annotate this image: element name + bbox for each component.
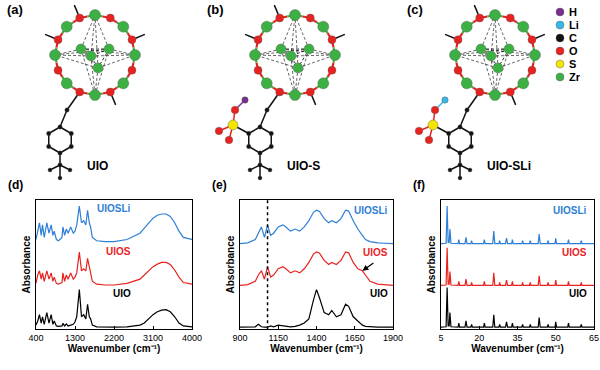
svg-text:UIOS: UIOS (562, 247, 587, 258)
svg-text:1650: 1650 (345, 333, 365, 343)
svg-text:Wavenumber (cm⁻¹): Wavenumber (cm⁻¹) (68, 343, 161, 354)
svg-text:Absorbance: Absorbance (225, 235, 236, 293)
svg-text:4000: 4000 (182, 333, 202, 343)
svg-text:Wavenumber (cm⁻¹): Wavenumber (cm⁻¹) (270, 343, 363, 354)
svg-text:Absorbance: Absorbance (21, 235, 32, 293)
svg-text:65: 65 (589, 333, 599, 343)
svg-text:UIOSLi: UIOSLi (553, 205, 587, 216)
svg-text:400: 400 (28, 333, 43, 343)
svg-text:UIOS: UIOS (106, 246, 131, 257)
svg-text:Li: Li (569, 19, 579, 31)
svg-text:20: 20 (474, 333, 484, 343)
svg-text:(f): (f) (413, 178, 425, 192)
svg-text:1300: 1300 (65, 333, 85, 343)
svg-text:S: S (569, 58, 576, 70)
svg-text:UIOSLi: UIOSLi (354, 205, 388, 216)
svg-text:3100: 3100 (143, 333, 163, 343)
svg-text:(b): (b) (207, 2, 224, 17)
svg-text:35: 35 (512, 333, 522, 343)
svg-text:UIO-S: UIO-S (287, 159, 320, 173)
svg-text:H: H (569, 6, 577, 18)
svg-text:Absorbance: Absorbance (426, 235, 437, 293)
svg-text:1400: 1400 (306, 333, 326, 343)
svg-text:(d): (d) (8, 178, 23, 192)
svg-text:UIO: UIO (87, 159, 108, 173)
svg-text:(c): (c) (407, 2, 423, 17)
svg-text:Zr: Zr (569, 71, 581, 83)
svg-text:Wavenumber (cm⁻¹): Wavenumber (cm⁻¹) (471, 343, 564, 354)
svg-text:(a): (a) (7, 2, 23, 17)
svg-text:1150: 1150 (269, 333, 288, 343)
svg-text:UIO: UIO (113, 288, 131, 299)
svg-text:UIO-SLi: UIO-SLi (487, 159, 531, 173)
svg-text:50: 50 (551, 333, 561, 343)
svg-text:900: 900 (232, 333, 247, 343)
svg-text:UIO: UIO (370, 288, 388, 299)
svg-text:(e): (e) (212, 178, 227, 192)
svg-text:C: C (569, 32, 577, 44)
svg-text:UIOS: UIOS (363, 247, 388, 258)
svg-text:UIOSLi: UIOSLi (97, 203, 131, 214)
svg-text:O: O (569, 45, 578, 57)
svg-text:UIO: UIO (569, 288, 587, 299)
svg-text:2200: 2200 (104, 333, 124, 343)
svg-text:1900: 1900 (383, 333, 403, 343)
svg-text:5: 5 (438, 333, 443, 343)
